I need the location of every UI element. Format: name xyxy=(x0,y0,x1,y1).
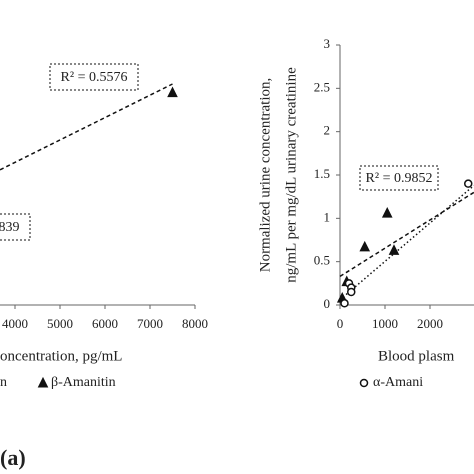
annotation-box xyxy=(359,165,439,191)
x-tick-label: 7000 xyxy=(137,316,163,331)
x-tick-label: 0 xyxy=(337,316,344,331)
y-axis-label: Normalized urine concentration, xyxy=(257,78,273,273)
x-tick-label: 5000 xyxy=(47,316,73,331)
annotation: 839 xyxy=(0,220,20,235)
triangle-marker xyxy=(388,244,400,255)
panel-label: (a) xyxy=(0,445,26,470)
y-axis-label: ng/mL per mg/dL urinary creatinine xyxy=(283,67,299,283)
y-tick-label: 3 xyxy=(324,36,331,51)
chart: 4000 5000 6000 7000 8000 R² = 0.5576 839 xyxy=(0,63,208,331)
x-axis-label: oncentration, pg/mL xyxy=(0,348,122,364)
y-tick-label: 1 xyxy=(324,209,331,224)
circle-marker xyxy=(463,179,473,188)
chart: 0 1000 2000 0 0.5 1 1.5 2 2.5 3 R² = 0.9852 xyxy=(314,36,474,331)
circle-marker xyxy=(346,287,356,297)
legend-label: α-Amani xyxy=(373,375,423,390)
triangle-marker xyxy=(167,86,178,98)
annotation-box xyxy=(49,63,139,91)
y-tick-label: 1.5 xyxy=(314,166,330,181)
x-tick-label: 6000 xyxy=(92,316,118,331)
y-tick-label: 0.5 xyxy=(314,253,330,268)
legend-label: β-Amanitin xyxy=(51,375,116,390)
triangle-marker xyxy=(37,376,49,388)
x-tick-label: 8000 xyxy=(182,316,208,331)
y-tick-label: 0 xyxy=(324,296,331,311)
y-tick-label: 2.5 xyxy=(314,79,330,94)
y-tick-label: 2 xyxy=(324,123,331,138)
annotation: R² = 0.5576 xyxy=(61,70,128,85)
legend-text: n xyxy=(0,375,7,390)
x-tick-label: 4000 xyxy=(2,316,28,331)
x-tick-label: 2000 xyxy=(417,316,443,331)
trendline xyxy=(0,83,173,171)
annotation-box xyxy=(0,213,31,241)
x-tick-label: 1000 xyxy=(372,316,398,331)
x-axis-label: Blood plasm xyxy=(378,348,455,364)
circle-marker xyxy=(340,299,349,308)
triangle-marker xyxy=(359,240,371,252)
annotation: R² = 0.9852 xyxy=(366,171,433,186)
triangle-marker xyxy=(381,207,393,218)
circle-marker xyxy=(359,378,369,388)
trendline xyxy=(339,191,474,278)
trendline xyxy=(339,184,474,301)
